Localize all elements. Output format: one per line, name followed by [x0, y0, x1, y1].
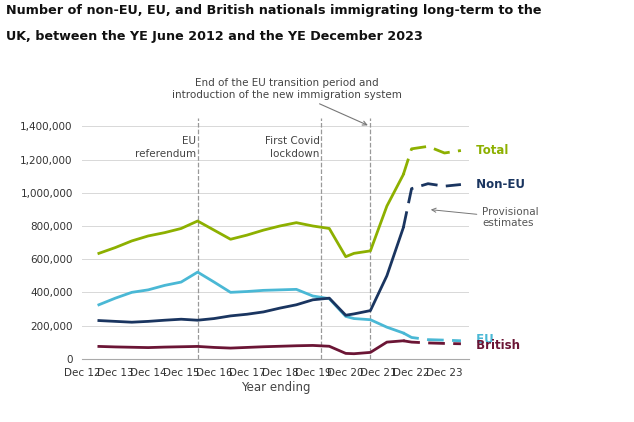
Text: UK, between the YE June 2012 and the YE December 2023: UK, between the YE June 2012 and the YE …: [6, 30, 424, 43]
Text: First Covid
lockdown: First Covid lockdown: [264, 136, 320, 159]
Text: Provisional
estimates: Provisional estimates: [432, 207, 539, 228]
X-axis label: Year ending: Year ending: [241, 381, 311, 394]
Text: Non-EU: Non-EU: [472, 178, 526, 191]
Text: EU: EU: [472, 333, 494, 346]
Text: British: British: [472, 338, 521, 352]
Text: Number of non-EU, EU, and British nationals immigrating long-term to the: Number of non-EU, EU, and British nation…: [6, 4, 542, 17]
Text: End of the EU transition period and
introduction of the new immigration system: End of the EU transition period and intr…: [172, 78, 401, 125]
Text: Total: Total: [472, 144, 509, 157]
Text: EU
referendum: EU referendum: [135, 136, 196, 159]
